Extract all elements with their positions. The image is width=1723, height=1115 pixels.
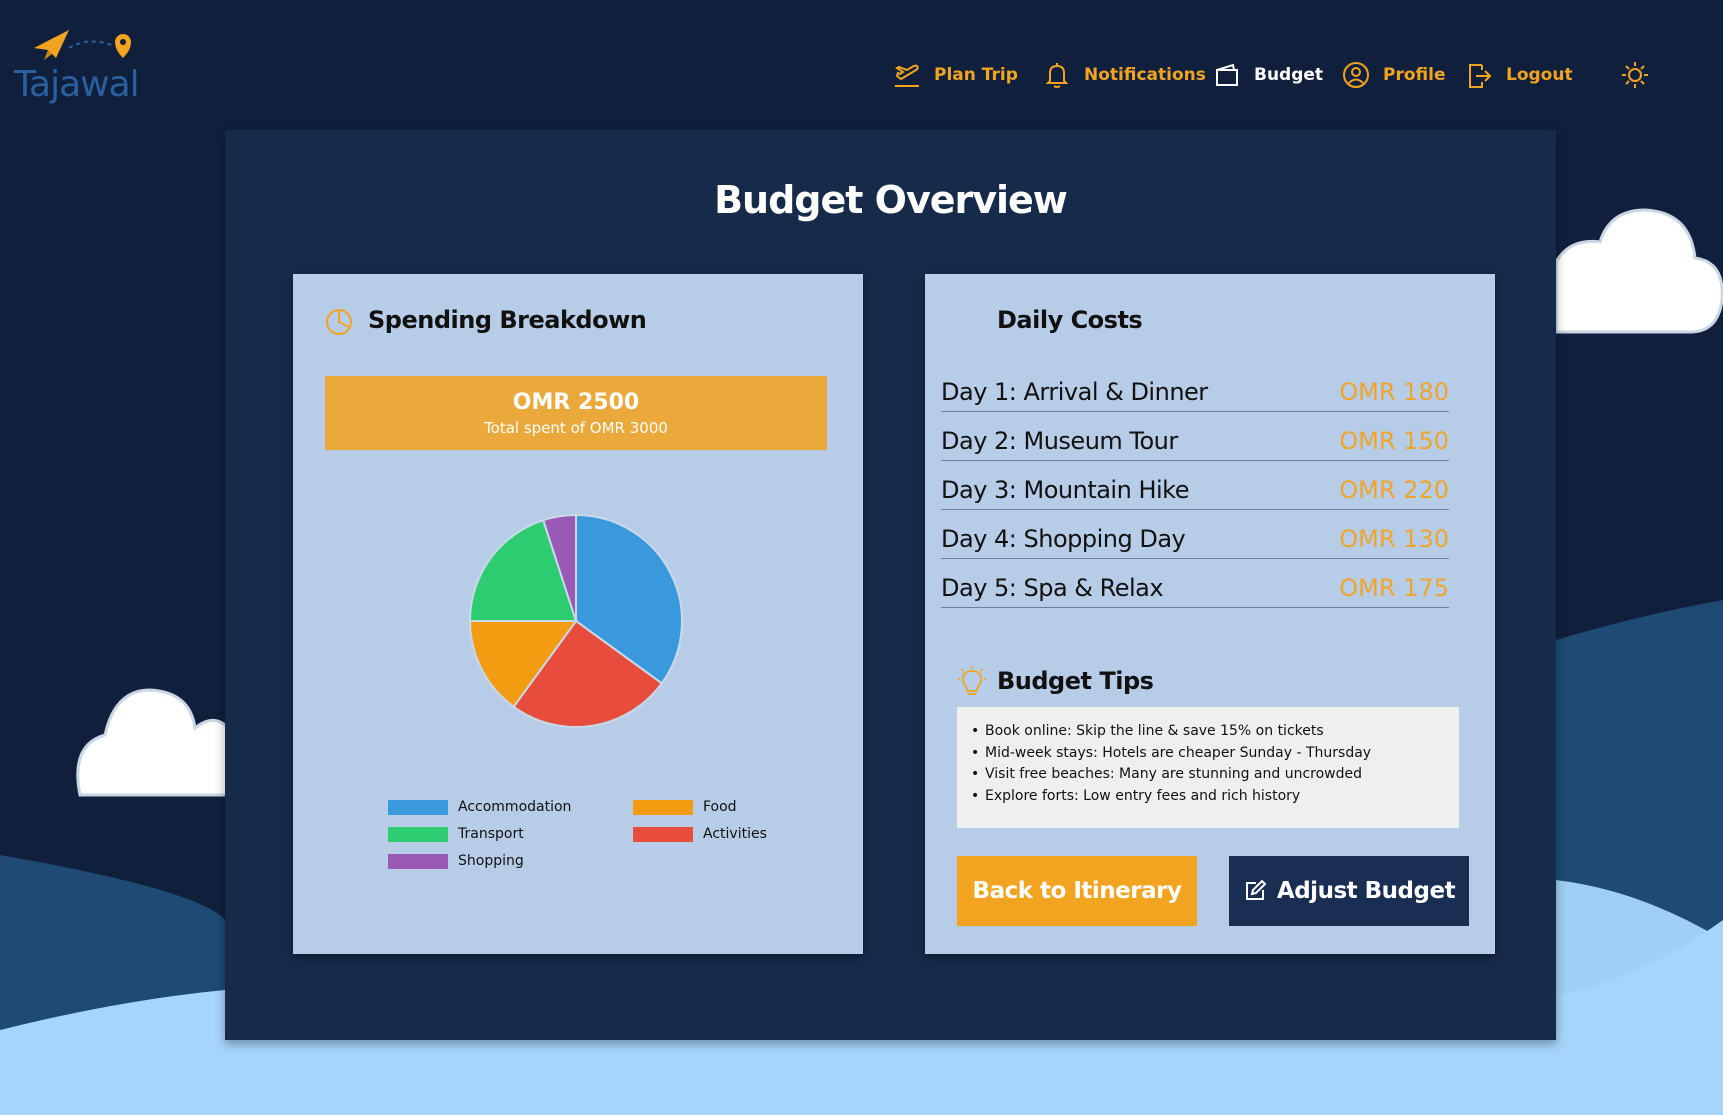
pie-chart-icon [326, 309, 352, 335]
adjust-budget-button[interactable]: Adjust Budget [1229, 856, 1469, 926]
pie-slice-shopping [541, 513, 577, 622]
nav-budget[interactable]: Budget [1212, 58, 1323, 92]
daily-label: Day 3: Mountain Hike [941, 475, 1189, 504]
legend-swatch [388, 826, 448, 842]
budget-panel: Budget Overview Spending Breakdown OMR 2… [225, 130, 1556, 1040]
nav-label: Plan Trip [934, 65, 1018, 85]
nav-label: Profile [1383, 65, 1446, 85]
top-nav: Plan Trip Notifications Budget Profile L… [0, 58, 1723, 92]
legend-item: Activities [633, 826, 767, 842]
bell-icon [1045, 63, 1069, 88]
user-circle-icon [1343, 62, 1369, 88]
legend-swatch [388, 799, 448, 815]
nav-logout[interactable]: Logout [1464, 58, 1573, 92]
lightbulb-icon [958, 667, 986, 695]
legend-swatch [388, 853, 448, 869]
spending-pie-chart [468, 513, 683, 728]
airplane-takeoff-icon [895, 64, 919, 87]
daily-label: Day 5: Spa & Relax [941, 573, 1164, 602]
daily-label: Day 1: Arrival & Dinner [941, 377, 1208, 406]
pie-slice-transport [468, 518, 578, 622]
nav-plan-trip[interactable]: Plan Trip [892, 58, 1018, 92]
hill-right [1556, 600, 1723, 940]
nav-notifications[interactable]: Notifications [1042, 58, 1206, 92]
total-subtitle: Total spent of OMR 3000 [484, 419, 668, 437]
brand-name[interactable]: Tajawal [14, 64, 140, 105]
budget-tips-list: Book online: Skip the line & save 15% on… [957, 707, 1459, 828]
legend-item: Shopping [388, 853, 524, 869]
nav-profile[interactable]: Profile [1341, 58, 1445, 92]
daily-row: Day 1: Arrival & Dinner OMR 180 [941, 372, 1449, 412]
total-amount: OMR 2500 [512, 390, 640, 415]
cloud-left [76, 688, 232, 797]
daily-row: Day 4: Shopping Day OMR 130 [941, 519, 1449, 559]
adjust-budget-label: Adjust Budget [1276, 878, 1456, 904]
back-to-itinerary-button[interactable]: Back to Itinerary [957, 856, 1197, 926]
nav-label: Notifications [1084, 65, 1206, 85]
pie-slice-food [468, 620, 578, 709]
legend-swatch [633, 799, 693, 815]
wallet-icon [1216, 63, 1238, 86]
spending-title: Spending Breakdown [368, 306, 647, 334]
daily-row: Day 2: Museum Tour OMR 150 [941, 421, 1449, 461]
daily-label: Day 4: Shopping Day [941, 524, 1186, 553]
legend-item: Food [633, 799, 737, 815]
nav-label: Budget [1254, 65, 1324, 85]
daily-costs-card: Daily Costs Day 1: Arrival & Dinner OMR … [925, 274, 1495, 954]
daily-cost: OMR 150 [1339, 426, 1449, 455]
legend-swatch [633, 826, 693, 842]
legend-label: Transport [458, 826, 524, 842]
daily-costs-title: Daily Costs [997, 306, 1143, 334]
legend-item: Transport [388, 826, 524, 842]
total-spent-box: OMR 2500 Total spent of OMR 3000 [325, 376, 827, 450]
legend-label: Activities [703, 826, 767, 842]
page-title: Budget Overview [714, 178, 1068, 222]
pie-slice-activities [512, 619, 664, 728]
sun-icon[interactable] [1620, 60, 1650, 90]
legend-item: Accommodation [388, 799, 571, 815]
tip-item: Explore forts: Low entry fees and rich h… [971, 786, 1445, 808]
pie-slice-accommodation [575, 513, 683, 685]
spending-breakdown-card: Spending Breakdown OMR 2500 Total spent … [293, 274, 863, 954]
tip-item: Visit free beaches: Many are stunning an… [971, 764, 1445, 786]
cloud-right [1554, 208, 1723, 334]
daily-row: Day 5: Spa & Relax OMR 175 [941, 568, 1449, 608]
daily-label: Day 2: Museum Tour [941, 426, 1178, 455]
edit-icon [1245, 879, 1267, 900]
tip-item: Book online: Skip the line & save 15% on… [971, 721, 1445, 743]
daily-cost: OMR 220 [1339, 475, 1449, 504]
legend-label: Food [703, 799, 737, 815]
daily-cost: OMR 175 [1339, 573, 1449, 602]
daily-row: Day 3: Mountain Hike OMR 220 [941, 470, 1449, 510]
ground-left [0, 990, 225, 1115]
daily-cost: OMR 130 [1339, 524, 1449, 553]
legend-label: Accommodation [458, 799, 572, 815]
logo-icon[interactable] [14, 28, 144, 108]
logout-icon [1469, 64, 1492, 88]
tip-item: Mid-week stays: Hotels are cheaper Sunda… [971, 743, 1445, 765]
nav-label: Logout [1506, 65, 1573, 85]
budget-tips-title: Budget Tips [997, 667, 1154, 695]
legend-label: Shopping [458, 853, 524, 869]
daily-cost: OMR 180 [1339, 377, 1449, 406]
